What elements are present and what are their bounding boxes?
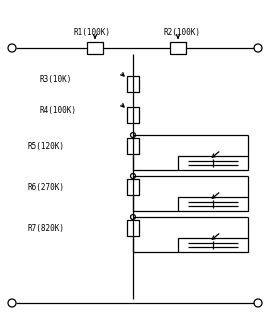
Bar	[127, 138, 139, 154]
Text: R3(10K): R3(10K)	[40, 75, 72, 84]
Text: R2(100K): R2(100K)	[163, 28, 200, 37]
Circle shape	[130, 174, 136, 178]
Circle shape	[130, 215, 136, 219]
Text: R5(120K): R5(120K)	[28, 142, 65, 151]
Bar	[127, 107, 139, 123]
Bar	[170, 42, 186, 54]
Circle shape	[130, 133, 136, 137]
Bar	[178, 197, 248, 211]
Text: R4(100K): R4(100K)	[40, 106, 77, 115]
Text: R7(820K): R7(820K)	[28, 224, 65, 233]
Text: R1(100K): R1(100K)	[73, 28, 110, 37]
Text: R6(270K): R6(270K)	[28, 183, 65, 192]
Bar	[127, 179, 139, 195]
Bar	[127, 76, 139, 92]
Bar	[178, 156, 248, 170]
Bar	[87, 42, 103, 54]
Bar	[178, 238, 248, 252]
Bar	[127, 220, 139, 236]
